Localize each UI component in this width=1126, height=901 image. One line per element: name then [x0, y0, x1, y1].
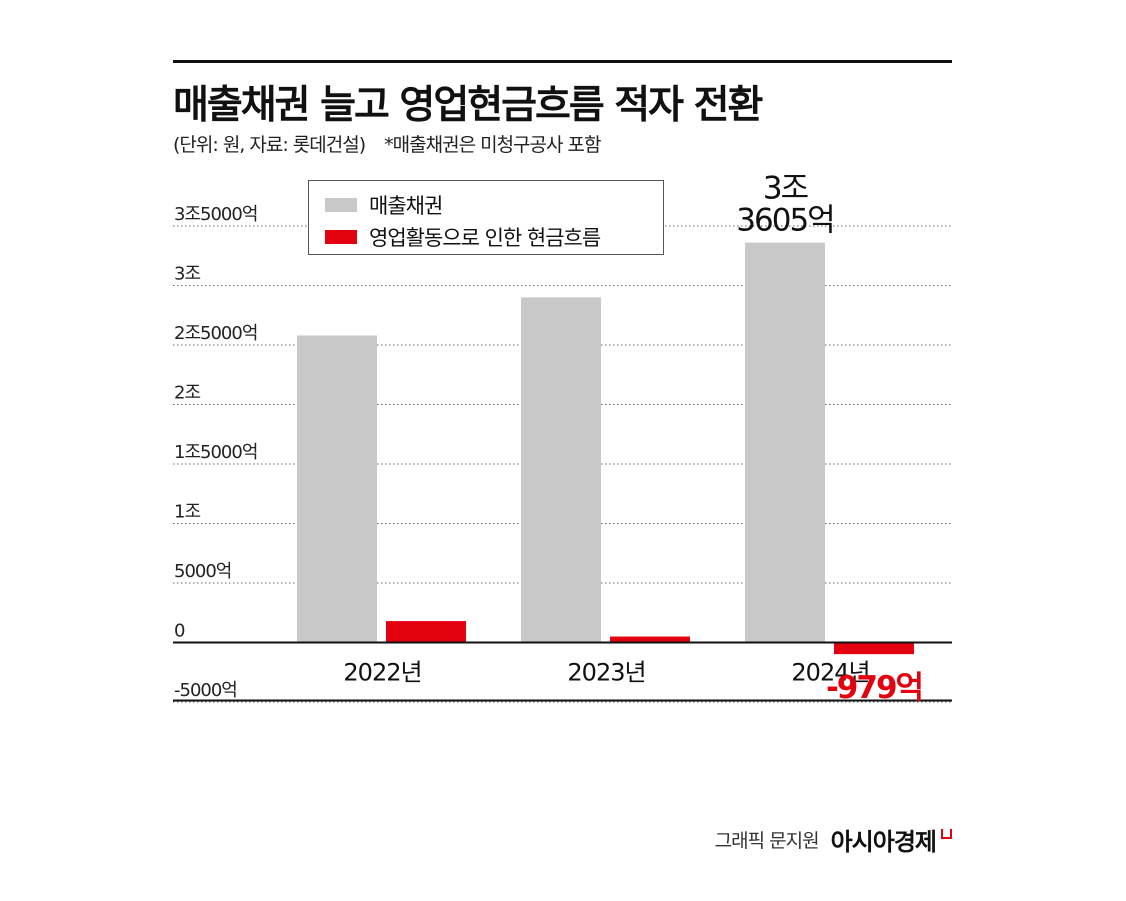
y-tick-label: 1조	[174, 502, 200, 523]
y-tick-label: 0	[174, 621, 185, 642]
chart-footnote: *매출채권은 미청구공사 포함	[384, 134, 601, 156]
bar-cashflow	[834, 642, 914, 655]
legend-label-cashflow: 영업활동으로 인한 현금흐름	[369, 226, 601, 250]
y-tick-label: 1조5000억	[174, 442, 257, 463]
bar-receivables	[297, 335, 377, 643]
y-tick-label: 5000억	[174, 561, 231, 582]
data-label: -979억	[826, 670, 922, 706]
x-category-label: 2023년	[567, 659, 645, 687]
bar-receivables	[745, 242, 825, 643]
y-tick-label: 3조5000억	[174, 204, 257, 225]
brand-logo-text: 아시아경제	[830, 828, 937, 856]
graphic-credit: 그래픽 문지원	[714, 830, 820, 852]
legend-item-cashflow: 영업활동으로 인한 현금흐름	[325, 222, 601, 252]
y-tick-label: 2조5000억	[174, 323, 257, 344]
data-label: 3605억	[736, 203, 833, 239]
legend-swatch-cashflow	[325, 230, 357, 244]
title-rule	[173, 60, 952, 63]
bar-layer	[297, 242, 914, 655]
axis-layer	[173, 641, 952, 702]
legend-swatch-receivables	[325, 198, 357, 212]
bar-cashflow	[610, 636, 690, 643]
y-tick-label: 2조	[174, 383, 200, 404]
y-tick-label: -5000억	[174, 680, 237, 701]
legend: 매출채권 영업활동으로 인한 현금흐름	[308, 180, 664, 255]
label-layer: 3조5000억3조2조5000억2조1조5000억1조5000억0-5000억2…	[174, 171, 924, 707]
chart-title: 매출채권 늘고 영업현금흐름 적자 전환	[173, 83, 763, 128]
unit-source-note: (단위: 원, 자료: 롯데건설)	[173, 134, 366, 156]
bar-cashflow	[386, 621, 466, 643]
credit: 그래픽 문지원 아시아경제	[715, 822, 952, 857]
x-category-label: 2024년	[791, 659, 869, 687]
legend-label-receivables: 매출채권	[369, 194, 443, 218]
brand-mark-icon	[941, 828, 952, 839]
x-category-label: 2022년	[343, 659, 421, 687]
legend-item-receivables: 매출채권	[325, 190, 443, 220]
y-tick-label: 3조	[174, 264, 200, 285]
data-label: 3조	[763, 171, 808, 207]
chart-subtitle: (단위: 원, 자료: 롯데건설) *매출채권은 미청구공사 포함	[173, 130, 615, 157]
bar-receivables	[521, 297, 601, 643]
